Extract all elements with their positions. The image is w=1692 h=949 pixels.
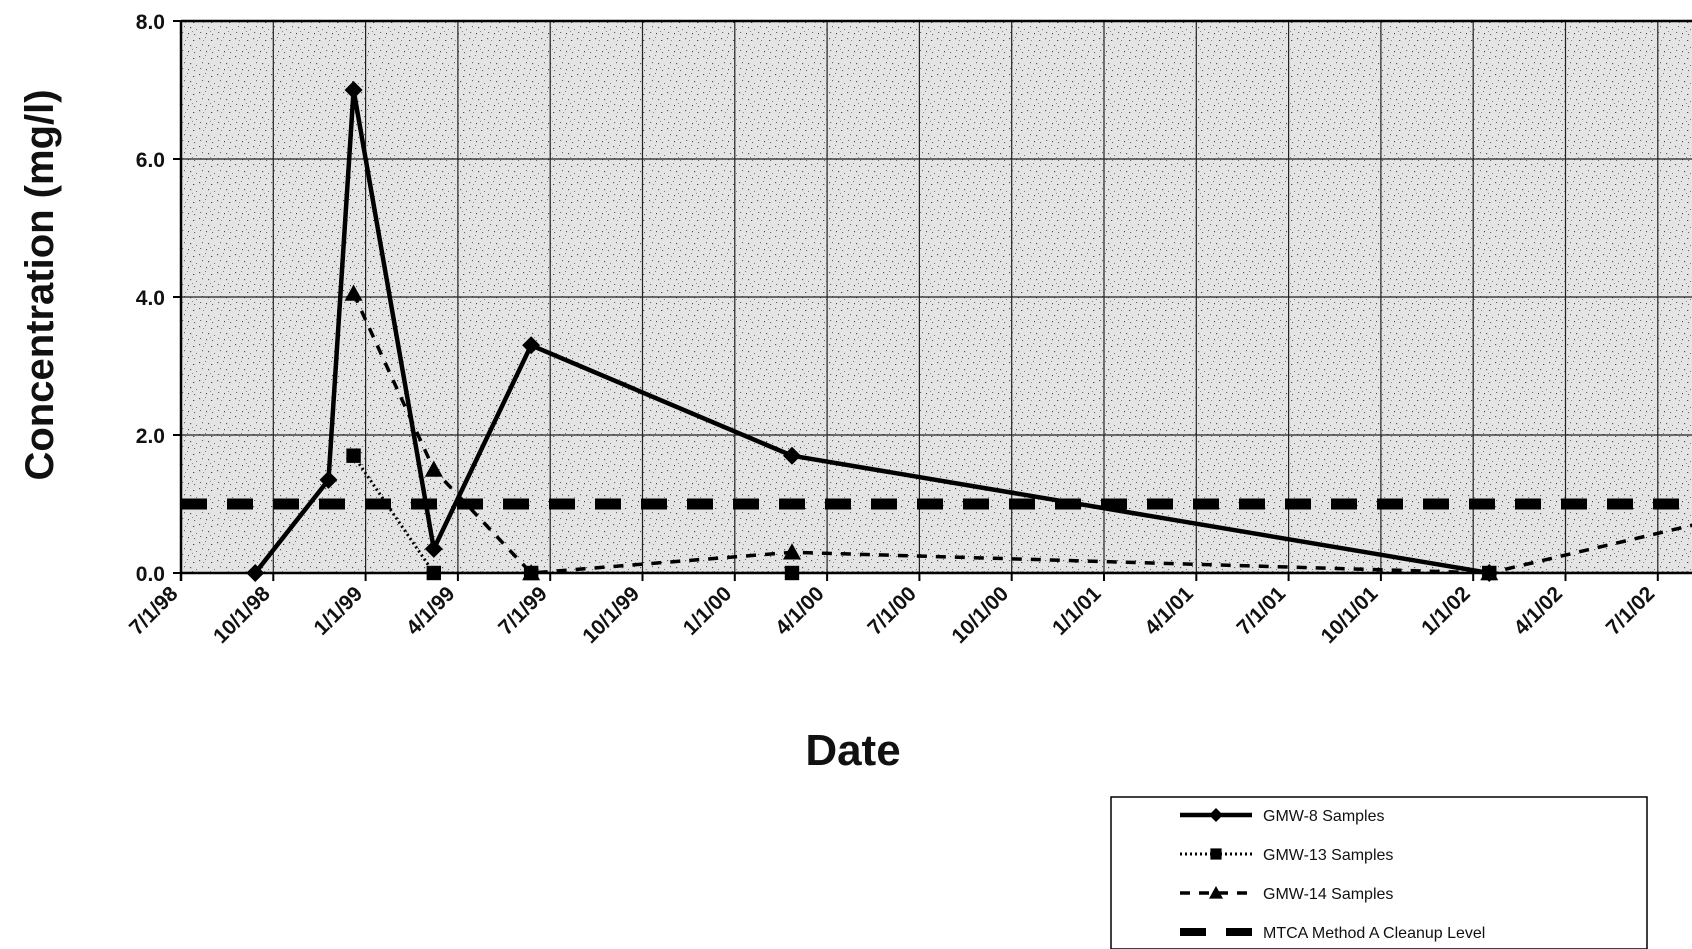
gmw-8-samples-point — [1480, 564, 1499, 582]
legend-marker-gmw-8-samples — [1209, 808, 1223, 822]
legend-box — [1110, 796, 1648, 949]
legend: GMW-8 Samples GMW-13 Samples GMW-14 Sample… — [1110, 796, 1648, 949]
y-tick-label: 4.0 — [136, 287, 165, 310]
x-axis-title: Date — [805, 726, 900, 775]
gmw-8-samples-point — [319, 470, 338, 489]
legend-label-gmw-14-samples: GMW-14 Samples — [1263, 886, 1393, 903]
y-tick-label: 2.0 — [136, 425, 165, 448]
x-tick-label: 10/1/99 — [578, 582, 644, 648]
y-tick-labels: 0.0 2.0 4.0 6.0 8.0 — [136, 11, 165, 586]
gmw-13-samples-point — [426, 565, 442, 581]
series-markers — [246, 81, 1499, 582]
x-tick-label: 10/1/00 — [947, 582, 1013, 648]
x-tick-label: 10/1/98 — [209, 582, 275, 648]
legend-label-mtca-method-a-cleanup-level: MTCA Method A Cleanup Level — [1263, 925, 1485, 942]
x-tick-label: 4/1/00 — [771, 582, 829, 640]
gmw-8-samples-point — [424, 539, 443, 558]
legend-label-gmw-13-samples: GMW-13 Samples — [1263, 847, 1393, 864]
x-tick-label: 4/1/01 — [1140, 582, 1198, 640]
gmw-14-samples-line — [352, 292, 1692, 573]
x-tick-label: 7/1/98 — [125, 582, 183, 640]
y-tick-label: 0.0 — [136, 563, 165, 586]
gmw-13-samples-point — [784, 565, 800, 581]
legend-items: GMW-8 Samples GMW-13 Samples GMW-14 Sample… — [1180, 808, 1485, 942]
gmw-14-samples-point — [344, 284, 363, 301]
y-tick-label: 6.0 — [136, 149, 165, 172]
gmw-14-samples-point — [424, 460, 443, 477]
gmw-13-samples-point — [346, 448, 361, 463]
x-tick-label: 1/1/00 — [679, 582, 737, 640]
legend-marker-gmw-14-samples — [1209, 886, 1223, 899]
x-tick-label: 1/1/01 — [1048, 582, 1106, 640]
gmw-13-samples-point — [523, 565, 539, 581]
x-tick-label: 4/1/99 — [402, 582, 460, 640]
gmw-14-samples-point — [782, 543, 801, 560]
x-tick-label: 7/1/02 — [1602, 582, 1660, 640]
y-axis-title: Concentration (mg/l) — [18, 89, 62, 480]
gmw-8-samples-point — [782, 446, 801, 465]
x-tick-label: 4/1/02 — [1509, 582, 1567, 640]
legend-marker-gmw-13-samples — [1210, 848, 1222, 860]
gmw-8-samples-point — [246, 564, 265, 582]
x-tick-label: 7/1/99 — [494, 582, 552, 640]
y-tick-label: 8.0 — [136, 11, 165, 34]
gmw-8-samples-point — [522, 336, 541, 355]
x-tick-label: 1/1/02 — [1417, 582, 1475, 640]
legend-label-gmw-8-samples: GMW-8 Samples — [1263, 808, 1385, 825]
x-tick-labels: 7/1/98 10/1/98 1/1/99 4/1/99 7/1/99 10/1/99 1/… — [125, 582, 1659, 648]
gmw-8-samples-point — [344, 81, 363, 99]
x-tick-label: 1/1/99 — [310, 582, 368, 640]
x-tick-label: 10/1/01 — [1317, 582, 1383, 648]
x-tick-label: 7/1/00 — [863, 582, 921, 640]
x-tick-label: 7/1/01 — [1233, 582, 1291, 640]
